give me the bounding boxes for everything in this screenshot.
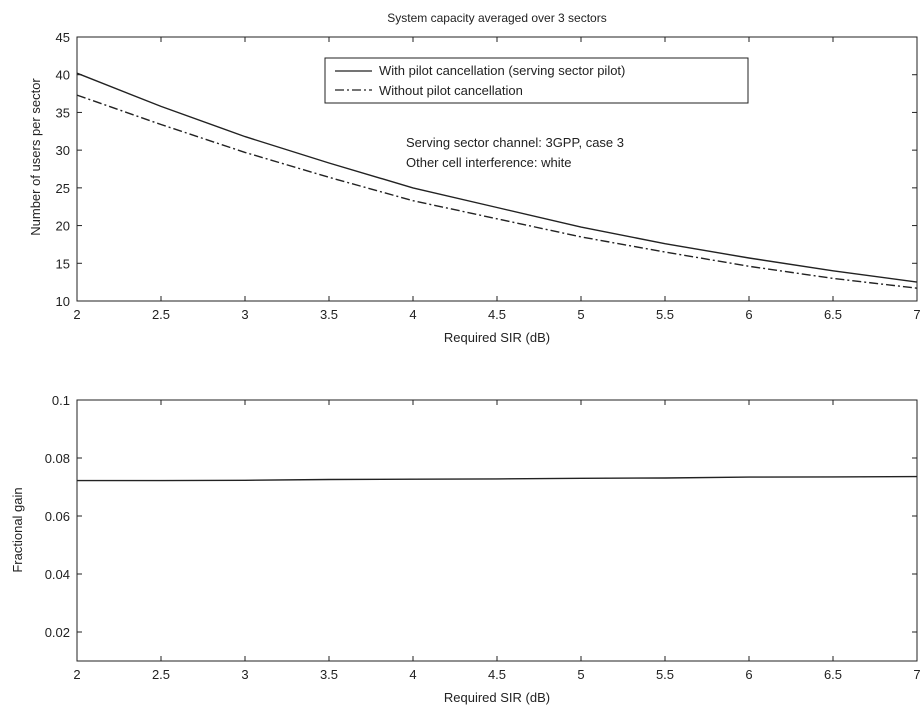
top-chart-x-tick-label: 5.5 <box>656 307 674 322</box>
top-chart-series-with-pilot-line <box>76 72 918 283</box>
bottom-chart-y-tick-label: 0.04 <box>45 567 70 582</box>
top-chart-x-tick-label: 6 <box>745 307 752 322</box>
top-chart-x-tick-label: 3.5 <box>320 307 338 322</box>
top-chart-x-tick-label: 3 <box>241 307 248 322</box>
bottom-chart-x-tick-label: 4.5 <box>488 667 506 682</box>
bottom-chart-x-tick-label: 3 <box>241 667 248 682</box>
bottom-chart-series-fractional-gain-line <box>77 475 918 482</box>
legend-box <box>324 57 749 104</box>
annotation-other-cell: Other cell interference: white <box>406 155 571 170</box>
bottom-chart-x-tick-label: 3.5 <box>320 667 338 682</box>
annotation-serving-channel: Serving sector channel: 3GPP, case 3 <box>406 135 624 150</box>
top-chart-legend: With pilot cancellation (serving sector … <box>324 57 749 104</box>
bottom-chart-x-tick-label: 2 <box>73 667 80 682</box>
legend-label-with-pilot: With pilot cancellation (serving sector … <box>379 63 625 78</box>
bottom-chart-y-axis-label: Fractional gain <box>10 487 25 572</box>
bottom-chart-x-tick-label: 5 <box>577 667 584 682</box>
bottom-chart-y-tick-label: 0.1 <box>52 393 70 408</box>
top-chart-y-tick-label: 45 <box>56 30 70 45</box>
top-chart-y-tick-label: 10 <box>56 294 70 309</box>
bottom-chart-x-tick-label: 4 <box>409 667 416 682</box>
top-chart-y-axis-label: Number of users per sector <box>28 78 43 236</box>
top-chart-x-tick-label: 2.5 <box>152 307 170 322</box>
bottom-chart-y-tick-label: 0.06 <box>45 509 70 524</box>
legend-label-without-pilot: Without pilot cancellation <box>379 83 523 98</box>
top-chart-y-tick-label: 25 <box>56 181 70 196</box>
top-chart-title: System capacity averaged over 3 sectors <box>387 11 606 25</box>
top-chart-y-tick-label: 40 <box>56 68 70 83</box>
top-chart-x-tick-label: 4.5 <box>488 307 506 322</box>
bottom-chart-axes-frame <box>76 399 918 662</box>
top-chart-x-tick-label: 2 <box>73 307 80 322</box>
bottom-chart-x-tick-label: 7 <box>913 667 920 682</box>
bottom-chart-y-tick-label: 0.08 <box>45 451 70 466</box>
top-chart-y-tick-label: 20 <box>56 219 70 234</box>
bottom-chart-y-tick-label: 0.02 <box>45 625 70 640</box>
top-chart-x-axis-label: Required SIR (dB) <box>444 330 550 345</box>
top-chart-x-tick-label: 7 <box>913 307 920 322</box>
top-chart-y-tick-label: 15 <box>56 256 70 271</box>
bottom-chart-x-tick-label: 2.5 <box>152 667 170 682</box>
top-chart-x-tick-label: 4 <box>409 307 416 322</box>
top-chart-y-tick-label: 35 <box>56 105 70 120</box>
top-chart-x-tick-label: 6.5 <box>824 307 842 322</box>
top-chart-x-tick-label: 5 <box>577 307 584 322</box>
top-chart-series-without-pilot-line <box>76 94 918 289</box>
top-chart-y-tick-label: 30 <box>56 143 70 158</box>
bottom-chart-x-axis-label: Required SIR (dB) <box>444 690 550 705</box>
bottom-chart-x-tick-label: 5.5 <box>656 667 674 682</box>
bottom-chart-x-tick-label: 6 <box>745 667 752 682</box>
bottom-chart-x-tick-label: 6.5 <box>824 667 842 682</box>
